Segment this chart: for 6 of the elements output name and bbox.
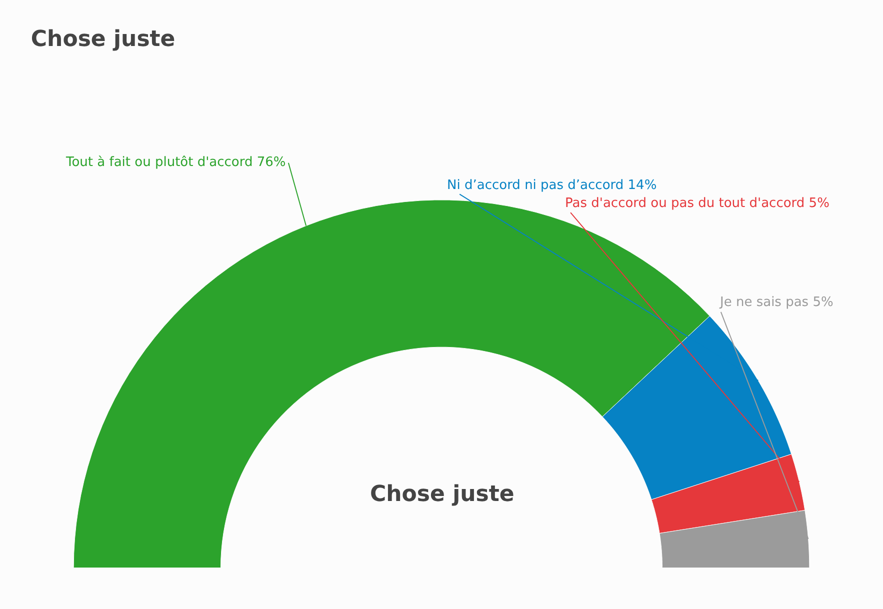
chart-title: Chose juste <box>30 26 176 52</box>
slice-label: Pas d'accord ou pas du tout d'accord 5% <box>565 196 830 211</box>
slice-label: Ni d’accord ni pas d’accord 14% <box>447 178 657 193</box>
slice-label: Je ne sais pas 5% <box>719 295 834 310</box>
text: Chose juste <box>370 482 514 507</box>
slice-label: Tout à fait ou plutôt d'accord 76% <box>65 155 286 170</box>
